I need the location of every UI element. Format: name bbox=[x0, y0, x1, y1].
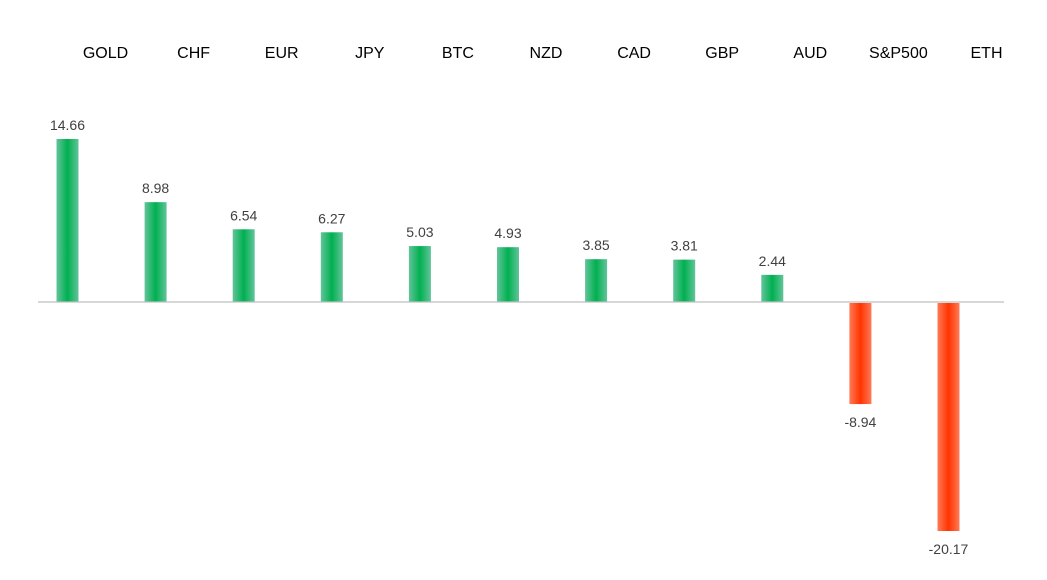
bar-eth bbox=[937, 303, 960, 531]
value-label-eth: -20.17 bbox=[929, 541, 969, 557]
bar-nzd bbox=[497, 247, 519, 302]
bar-eur bbox=[232, 229, 255, 302]
category-label-gold: GOLD bbox=[83, 45, 128, 62]
category-labels: GOLD CHF EUR JPY BTC NZD CAD GBP AUD S&P500 ETH bbox=[83, 45, 1003, 62]
bar-s-p500 bbox=[849, 303, 872, 405]
bar-aud bbox=[761, 274, 784, 302]
category-label-btc: BTC bbox=[442, 45, 474, 62]
value-label-s-p500: -8.94 bbox=[844, 414, 876, 430]
category-label-eth: ETH bbox=[971, 45, 1003, 62]
bar-btc bbox=[408, 246, 431, 302]
bar-chf bbox=[144, 202, 167, 302]
bar-gold bbox=[56, 139, 79, 302]
value-label-jpy: 6.27 bbox=[318, 210, 345, 226]
category-label-s-p500: S&P500 bbox=[869, 45, 928, 62]
category-label-chf: CHF bbox=[177, 45, 210, 62]
value-label-gbp: 3.81 bbox=[671, 238, 698, 254]
bars bbox=[56, 139, 960, 531]
value-label-cad: 3.85 bbox=[582, 237, 609, 253]
value-label-eur: 6.54 bbox=[230, 207, 257, 223]
category-label-eur: EUR bbox=[265, 45, 299, 62]
bar-jpy bbox=[320, 232, 343, 302]
value-label-nzd: 4.93 bbox=[494, 225, 521, 241]
value-label-btc: 5.03 bbox=[406, 224, 433, 240]
category-label-cad: CAD bbox=[617, 45, 651, 62]
bar-gbp bbox=[673, 259, 696, 302]
category-label-gbp: GBP bbox=[705, 45, 739, 62]
category-label-aud: AUD bbox=[793, 45, 827, 62]
value-label-chf: 8.98 bbox=[142, 180, 169, 196]
value-label-aud: 2.44 bbox=[759, 253, 786, 269]
category-label-nzd: NZD bbox=[530, 45, 563, 62]
category-label-jpy: JPY bbox=[355, 45, 385, 62]
value-label-gold: 14.66 bbox=[50, 117, 85, 133]
value-labels: 14.66 8.98 6.54 6.27 5.03 4.93 3.85 3.81 2.44 -8.… bbox=[50, 117, 969, 557]
bar-cad bbox=[585, 259, 608, 302]
